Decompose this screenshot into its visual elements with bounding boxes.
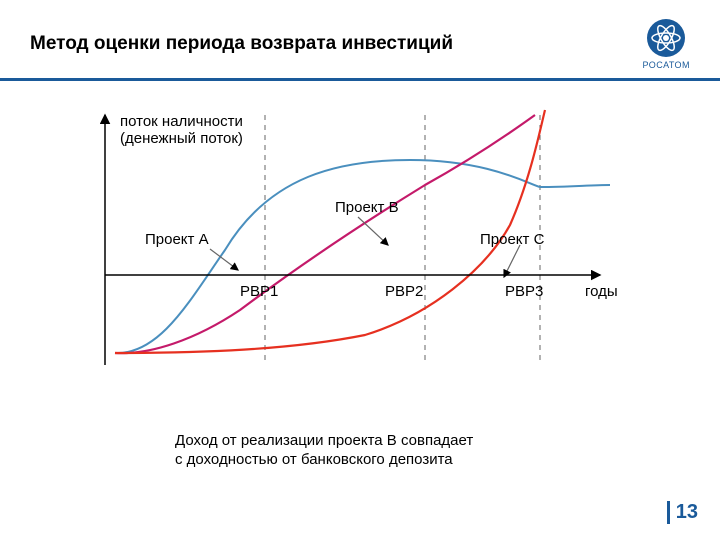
label-pbp1: РВР1	[240, 283, 278, 300]
label-pbp3: РВР3	[505, 283, 543, 300]
page-number: 13	[667, 501, 698, 524]
header: Метод оценки периода возврата инвестиций…	[0, 0, 720, 81]
logo-label: РОСАТОМ	[643, 60, 691, 70]
label-project-a: Проект А	[145, 231, 209, 248]
label-project-c: Проект С	[480, 231, 544, 248]
page-title: Метод оценки периода возврата инвестиций	[30, 33, 453, 55]
caption-line1: Доход от реализации проекта В совпадает	[175, 432, 473, 449]
caption-line2: с доходностью от банковского депозита	[175, 451, 453, 468]
y-axis-title: поток наличности (денежный поток)	[120, 113, 243, 147]
rosatom-icon	[646, 18, 686, 58]
label-pbp2: РВР2	[385, 283, 423, 300]
logo: РОСАТОМ	[643, 18, 691, 70]
chart-svg	[90, 105, 615, 395]
caption: Доход от реализации проекта В совпадает …	[175, 432, 473, 470]
label-project-b: Проект В	[335, 199, 399, 216]
label-years: годы	[585, 283, 618, 300]
chart: поток наличности (денежный поток) Проект…	[90, 105, 615, 395]
